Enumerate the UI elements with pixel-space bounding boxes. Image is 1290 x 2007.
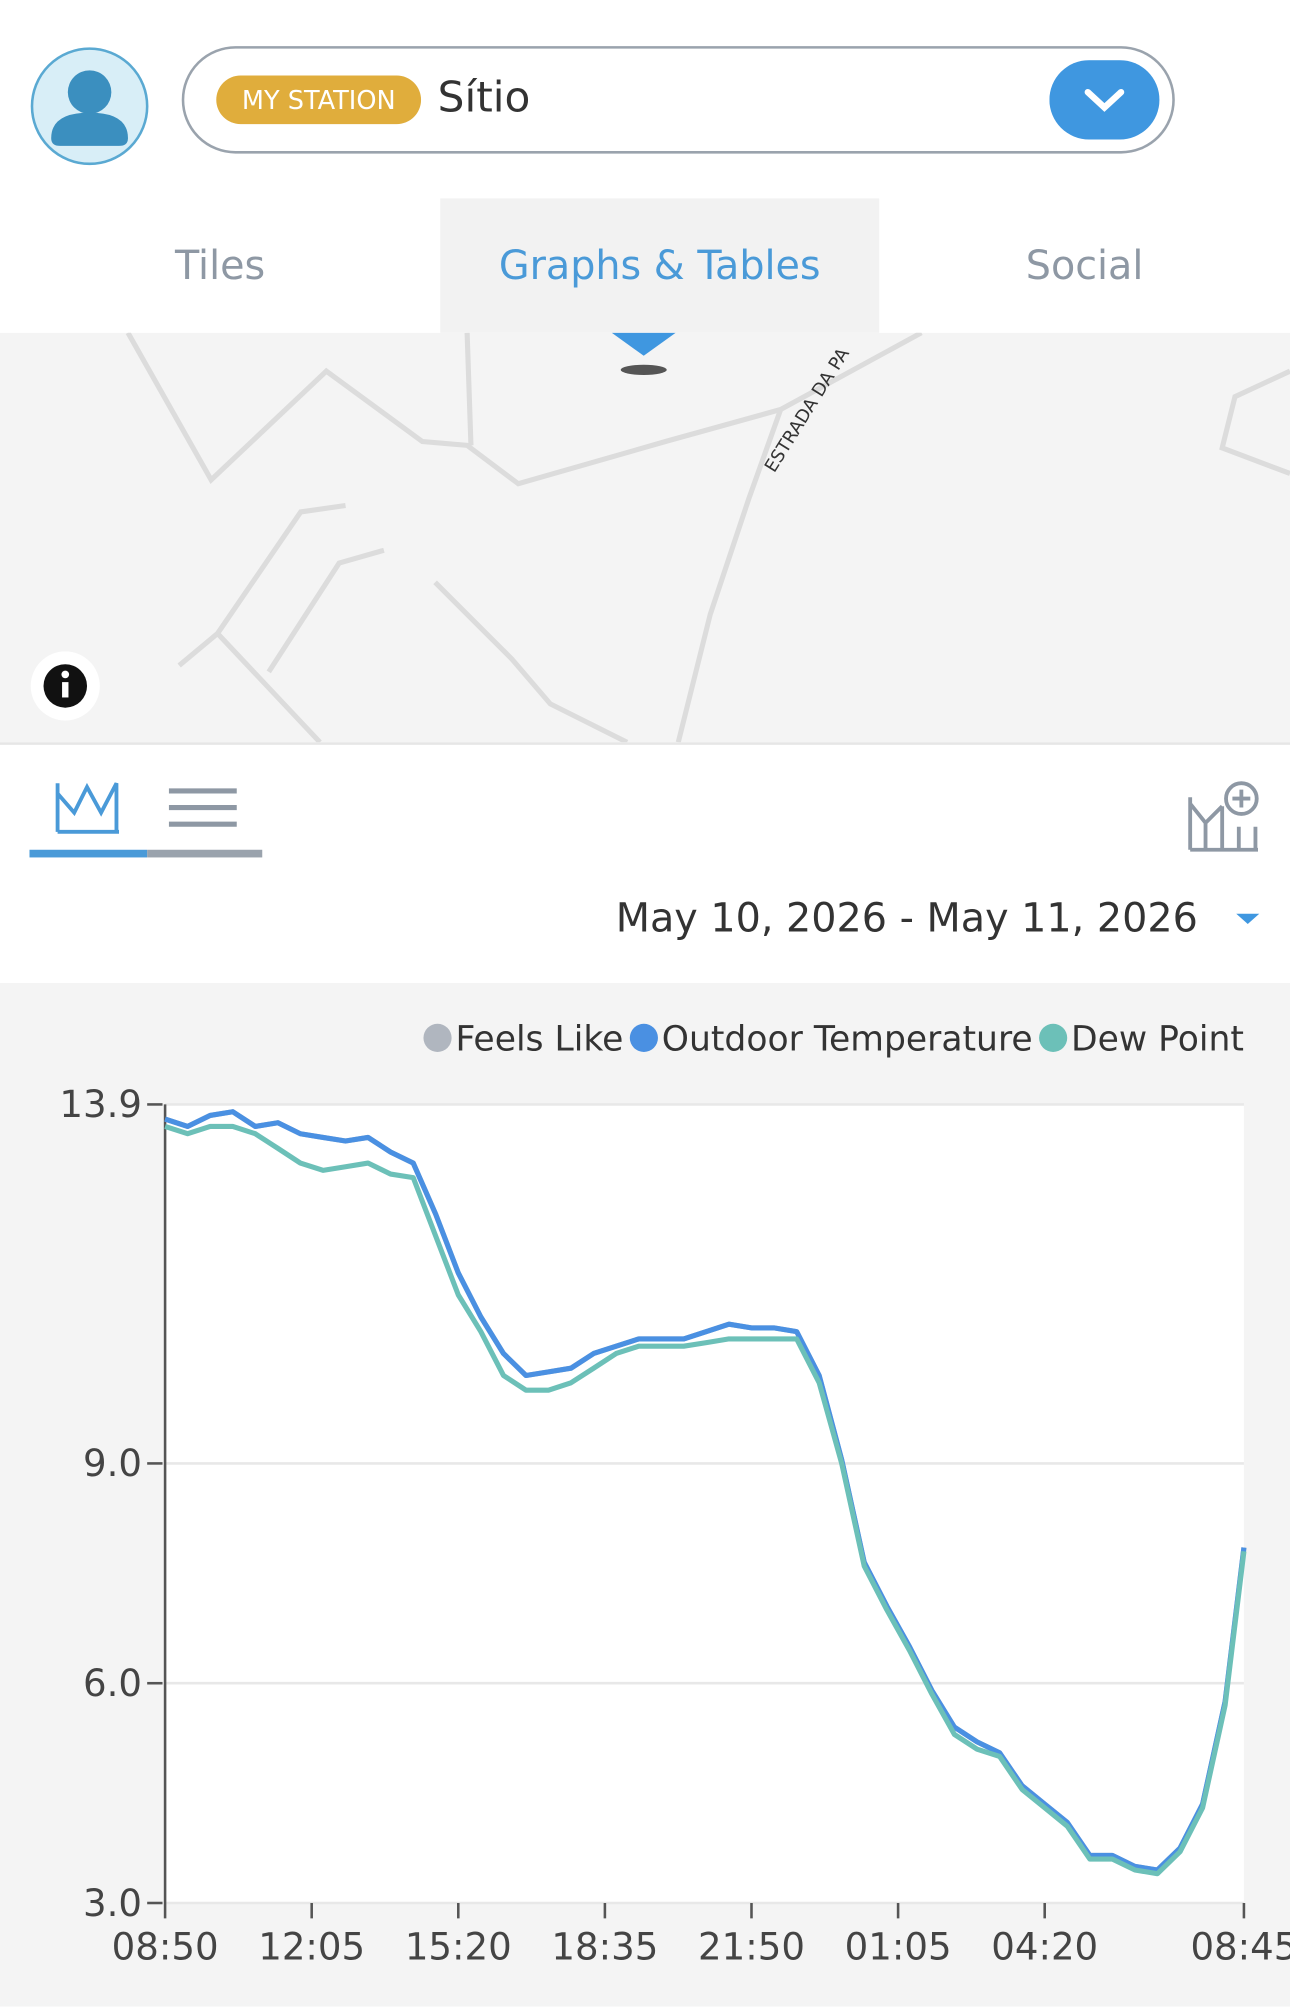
tab[interactable]: Social bbox=[1025, 242, 1144, 289]
map[interactable]: ESTRADA DA PA bbox=[0, 332, 1290, 743]
x-tick-label: 18:35 bbox=[551, 1925, 658, 1968]
legend-swatch bbox=[423, 1023, 452, 1052]
x-tick-label: 08:45 bbox=[1190, 1925, 1290, 1968]
station-name: Sítio bbox=[437, 71, 531, 122]
date-caret[interactable] bbox=[1234, 911, 1262, 929]
legend-label: Dew Point bbox=[1071, 1020, 1244, 1060]
y-tick-label: 3.0 bbox=[83, 1882, 142, 1925]
add-chart[interactable] bbox=[1184, 778, 1263, 855]
y-tick-label: 13.9 bbox=[59, 1083, 142, 1126]
tab[interactable]: Tiles bbox=[175, 242, 266, 289]
legend-swatch bbox=[1039, 1023, 1068, 1052]
station-badge: MY STATION bbox=[216, 75, 422, 125]
x-tick-label: 15:20 bbox=[405, 1925, 512, 1968]
series-line bbox=[164, 1123, 1247, 1877]
legend-label: Feels Like bbox=[455, 1020, 623, 1060]
y-tick-label: 6.0 bbox=[83, 1662, 142, 1705]
tab-active[interactable]: Graphs & Tables bbox=[440, 198, 880, 333]
series-line bbox=[164, 1109, 1247, 1873]
x-tick-label: 04:20 bbox=[991, 1925, 1098, 1968]
y-tick-label: 9.0 bbox=[83, 1442, 142, 1485]
legend-swatch bbox=[629, 1023, 658, 1052]
legend: Dew Point Outdoor Temperature Feels Like bbox=[423, 1020, 1244, 1060]
chart: 3.0 6.0 9.0 13.9 08:50 12:05 15:20 18:35 21:50 01… bbox=[0, 982, 1290, 2007]
x-tick-label: 12:05 bbox=[258, 1925, 365, 1968]
x-tick-label: 21:50 bbox=[698, 1925, 805, 1968]
divider bbox=[0, 742, 1290, 745]
x-tick-label: 08:50 bbox=[112, 1925, 219, 1968]
date-range[interactable]: May 10, 2026 - May 11, 2026 bbox=[615, 895, 1198, 942]
x-tick-label: 01:05 bbox=[845, 1925, 952, 1968]
plot-area bbox=[165, 1104, 1244, 1904]
legend-label: Outdoor Temperature bbox=[662, 1020, 1033, 1060]
dropdown-button[interactable] bbox=[1049, 60, 1160, 140]
view-toggle[interactable] bbox=[29, 768, 263, 860]
station-selector[interactable]: MY STATION Sítio bbox=[181, 46, 1175, 154]
avatar[interactable] bbox=[29, 46, 152, 169]
